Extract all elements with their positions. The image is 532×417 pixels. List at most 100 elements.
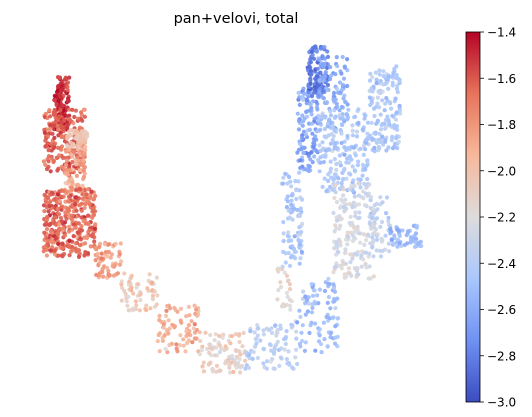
scatter-point <box>379 254 383 258</box>
scatter-point <box>345 84 349 88</box>
scatter-point <box>288 264 292 268</box>
scatter-point <box>307 64 311 68</box>
scatter-point <box>155 276 159 280</box>
scatter-point <box>324 70 328 74</box>
scatter-point <box>187 323 191 327</box>
scatter-point <box>307 85 311 89</box>
scatter-point <box>285 181 289 185</box>
scatter-point <box>57 227 61 231</box>
scatter-point <box>300 136 304 140</box>
scatter-point <box>83 151 87 155</box>
scatter-point <box>190 319 194 323</box>
scatter-point <box>96 263 100 267</box>
scatter-point <box>234 349 238 353</box>
scatter-point <box>378 72 382 76</box>
scatter-point <box>290 299 294 303</box>
scatter-point <box>47 204 51 208</box>
scatter-point <box>326 179 330 183</box>
scatter-point <box>91 197 95 201</box>
scatter-point <box>218 369 222 373</box>
scatter-point <box>311 142 315 146</box>
scatter-point <box>269 360 273 364</box>
scatter-point <box>398 234 402 238</box>
scatter-point <box>56 212 60 216</box>
scatter-point <box>375 248 379 252</box>
scatter-point <box>340 141 344 145</box>
colorbar-tick-label: −2.0 <box>487 164 516 178</box>
scatter-point <box>379 237 383 241</box>
scatter-point <box>329 142 333 146</box>
scatter-point <box>138 308 142 312</box>
scatter-point <box>383 234 387 238</box>
scatter-point <box>223 344 227 348</box>
scatter-point <box>353 194 357 198</box>
scatter-point <box>386 87 390 91</box>
scatter-point <box>406 229 410 233</box>
scatter-point <box>286 230 290 234</box>
scatter-point <box>333 324 337 328</box>
scatter-point <box>276 288 280 292</box>
scatter-point <box>144 308 148 312</box>
scatter-point <box>327 118 331 122</box>
scatter-point <box>379 140 383 144</box>
scatter-point <box>376 232 380 236</box>
scatter-point <box>73 195 77 199</box>
scatter-point <box>335 64 339 68</box>
scatter-point <box>380 98 384 102</box>
scatter-point <box>384 125 388 129</box>
scatter-point <box>286 278 290 282</box>
scatter-point <box>310 282 314 286</box>
scatter-point <box>174 342 178 346</box>
scatter-point <box>57 153 61 157</box>
scatter-point <box>343 153 347 157</box>
scatter-point <box>297 91 301 95</box>
scatter-point <box>379 127 383 131</box>
scatter-point <box>168 326 172 330</box>
scatter-point <box>379 113 383 117</box>
scatter-point <box>323 116 327 120</box>
scatter-point <box>43 139 47 143</box>
scatter-point <box>328 282 332 286</box>
scatter-point <box>303 349 307 353</box>
scatter-point <box>309 103 313 107</box>
scatter-point <box>312 137 316 141</box>
scatter-point <box>161 336 165 340</box>
scatter-point <box>74 241 78 245</box>
scatter-point <box>336 176 340 180</box>
scatter-point <box>362 144 366 148</box>
scatter-point <box>360 249 364 253</box>
scatter-point <box>351 129 355 133</box>
scatter-point <box>231 370 235 374</box>
scatter-point <box>380 135 384 139</box>
scatter-point <box>319 342 323 346</box>
scatter-point <box>400 228 404 232</box>
scatter-point <box>81 159 85 163</box>
scatter-point <box>275 297 279 301</box>
scatter-point <box>157 318 161 322</box>
scatter-point <box>368 135 372 139</box>
scatter-point <box>49 229 53 233</box>
scatter-point <box>151 297 155 301</box>
scatter-point <box>384 211 388 215</box>
scatter-point <box>224 359 228 363</box>
scatter-point <box>313 288 317 292</box>
scatter-point <box>343 247 347 251</box>
scatter-point <box>320 350 324 354</box>
scatter-point <box>377 146 381 150</box>
scatter-point <box>305 109 309 113</box>
scatter-point <box>51 142 55 146</box>
scatter-point <box>59 102 63 106</box>
scatter-point <box>150 281 154 285</box>
scatter-point <box>202 369 206 373</box>
scatter-point <box>72 234 76 238</box>
scatter-point <box>91 206 95 210</box>
scatter-point <box>297 171 301 175</box>
scatter-point <box>122 271 126 275</box>
scatter-point <box>156 339 160 343</box>
scatter-point <box>328 306 332 310</box>
scatter-point <box>333 229 337 233</box>
scatter-point <box>356 160 360 164</box>
scatter-point <box>65 159 69 163</box>
scatter-point <box>305 115 309 119</box>
